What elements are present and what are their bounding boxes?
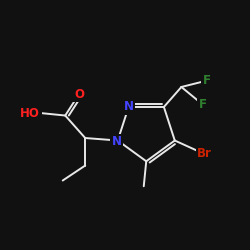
Text: N: N xyxy=(124,100,134,114)
Text: HO: HO xyxy=(20,106,40,120)
Text: O: O xyxy=(74,88,84,101)
Text: F: F xyxy=(199,98,207,111)
Text: Br: Br xyxy=(197,146,212,160)
Text: F: F xyxy=(202,74,210,87)
Text: N: N xyxy=(112,135,122,148)
